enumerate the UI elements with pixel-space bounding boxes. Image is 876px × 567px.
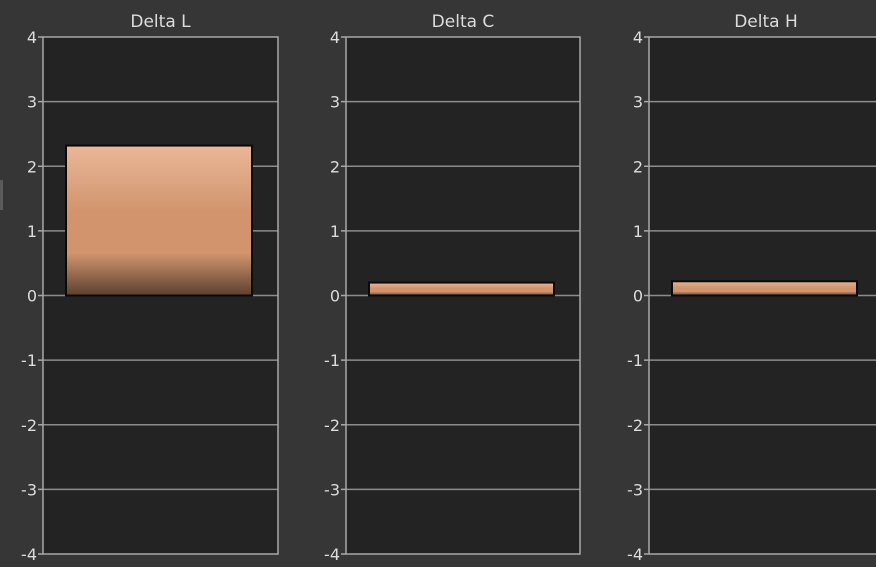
delta-h-plot-frame [648,36,876,555]
delta-l-tick-label: -2 [21,416,37,435]
delta-l-tick-label: -4 [21,545,37,563]
delta-l-tick-label: 3 [27,93,37,112]
delta-h-chart: Delta H 4 3 2 1 0 -1 -2 -3 -4 [627,12,876,564]
panel-edge-handle[interactable] [0,180,3,210]
delta-l-title: Delta L [130,12,191,32]
delta-l-tick-label: 2 [27,157,37,176]
delta-l-chart: Delta L 4 3 2 1 0 -1 -2 -3 -4 [21,12,279,564]
delta-c-tick-label: -1 [324,351,340,370]
delta-c-tick-label: 4 [330,28,340,47]
delta-l-tick-label: -1 [21,351,37,370]
delta-c-tick-label: 1 [330,222,340,241]
delta-l-tick-label: 1 [27,222,37,241]
delta-h-tick-label: 4 [633,28,643,47]
delta-c-title: Delta C [432,12,495,32]
delta-c-bar [368,281,555,297]
delta-l-tick-label: -3 [21,480,37,499]
delta-l-bar [65,144,253,297]
delta-h-tick-label: -3 [627,480,643,499]
delta-c-tick-label: -2 [324,416,340,435]
delta-h-tick-label: 3 [633,93,643,112]
delta-h-tick-label: 2 [633,157,643,176]
delta-h-tick-label: -4 [627,545,643,563]
delta-c-tick-label: -3 [324,480,340,499]
delta-c-tick-label: 3 [330,93,340,112]
delta-c-tick-label: -4 [324,545,340,563]
delta-h-tick-label: -1 [627,351,643,370]
delta-h-tick-label: -2 [627,416,643,435]
delta-l-tick-label: 4 [27,28,37,47]
delta-c-tick-label: 2 [330,157,340,176]
delta-h-title: Delta H [734,12,798,32]
delta-c-tick-label: 0 [330,287,340,306]
delta-c-plot-frame [345,36,581,555]
delta-l-plot-frame [42,36,279,555]
delta-c-chart: Delta C 4 3 2 1 0 -1 -2 -3 -4 [324,12,581,564]
delta-h-tick-label: 1 [633,222,643,241]
delta-h-tick-label: 0 [633,287,643,306]
delta-h-bar [671,280,858,297]
delta-l-tick-label: 0 [27,287,37,306]
